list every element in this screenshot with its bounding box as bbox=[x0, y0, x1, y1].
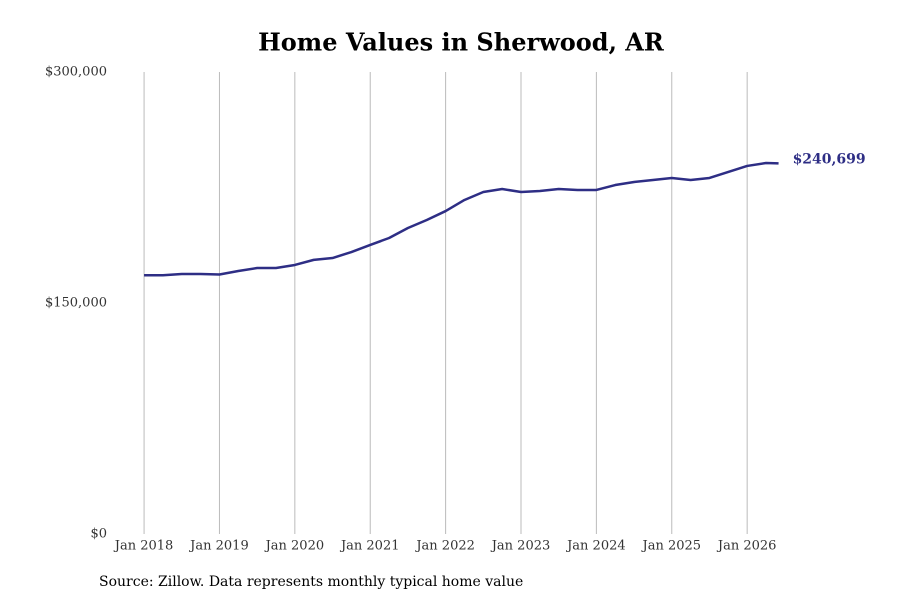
value-label: $240,699 bbox=[793, 151, 866, 167]
chart-title: Home Values in Sherwood, AR bbox=[258, 28, 665, 57]
x-tick-label: Jan 2019 bbox=[188, 539, 249, 554]
x-tick-label: Jan 2025 bbox=[640, 539, 701, 554]
y-tick-label: $150,000 bbox=[45, 296, 107, 311]
x-tick-label: Jan 2018 bbox=[113, 539, 174, 554]
x-tick-label: Jan 2024 bbox=[565, 539, 626, 554]
x-tick-label: Jan 2026 bbox=[716, 539, 777, 554]
x-tick-label: Jan 2023 bbox=[490, 539, 551, 554]
data-line bbox=[144, 161, 779, 277]
x-tick-label: Jan 2021 bbox=[339, 539, 400, 554]
y-tick-label: $0 bbox=[90, 527, 107, 542]
y-tick-label: $300,000 bbox=[45, 65, 107, 80]
x-tick-label: Jan 2022 bbox=[414, 539, 475, 554]
x-tick-label: Jan 2020 bbox=[264, 539, 325, 554]
source-note: Source: Zillow. Data represents monthly … bbox=[99, 574, 523, 590]
